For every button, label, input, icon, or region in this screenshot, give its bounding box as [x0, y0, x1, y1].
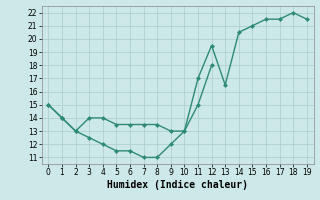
X-axis label: Humidex (Indice chaleur): Humidex (Indice chaleur) — [107, 180, 248, 190]
